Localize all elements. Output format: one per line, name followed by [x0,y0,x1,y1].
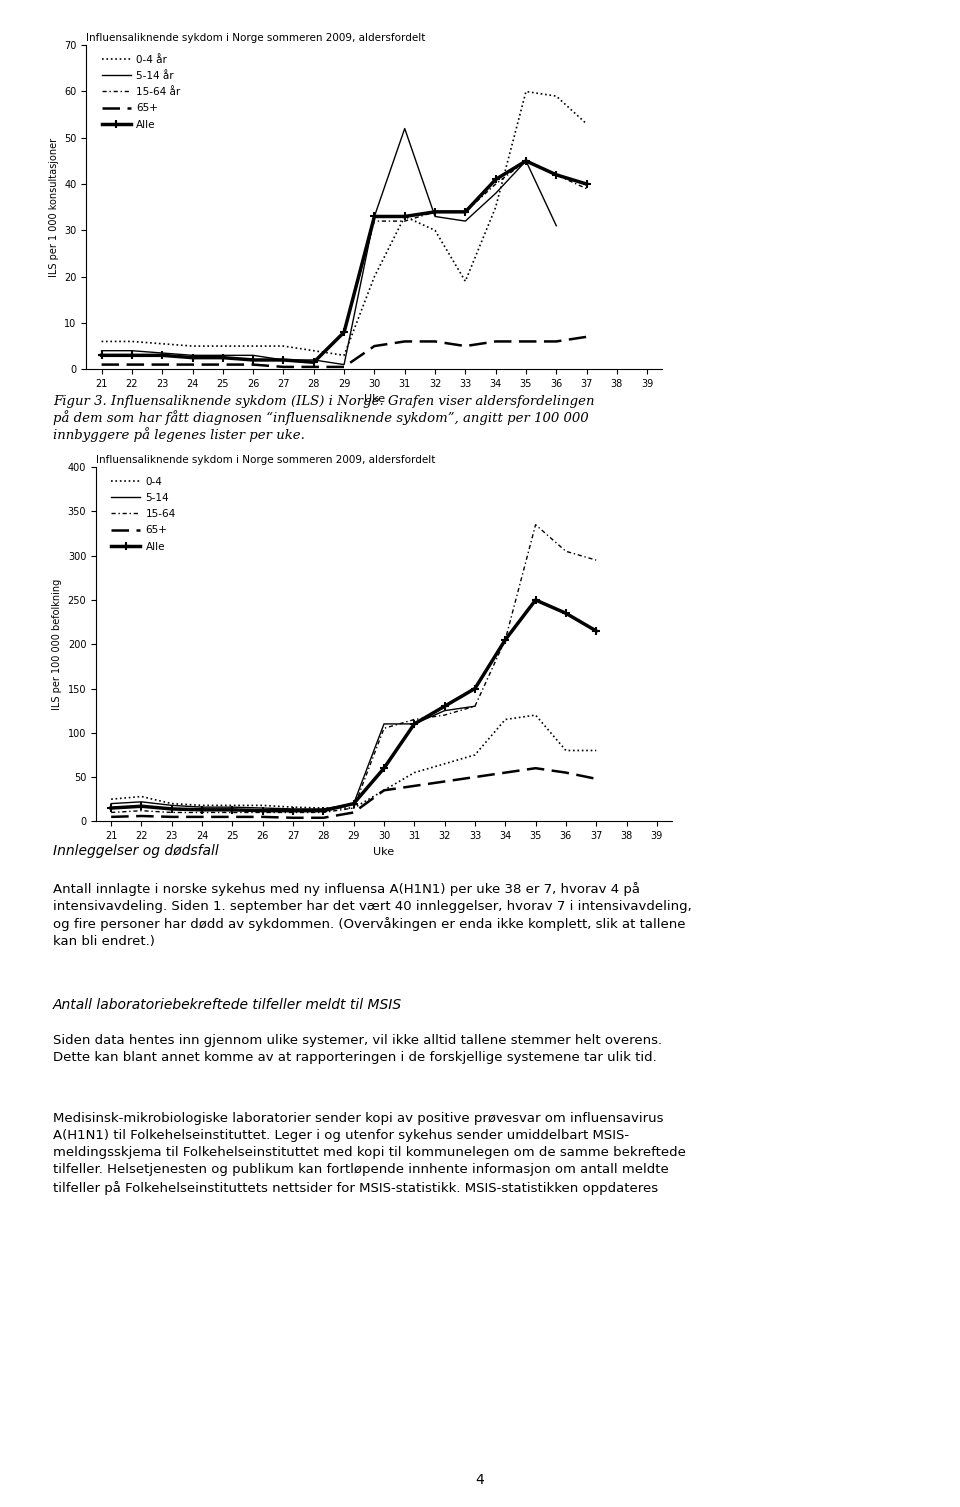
Y-axis label: ILS per 100 000 befolkning: ILS per 100 000 befolkning [52,579,62,710]
Text: Siden data hentes inn gjennom ulike systemer, vil ikke alltid tallene stemmer he: Siden data hentes inn gjennom ulike syst… [53,1034,662,1064]
Text: Innleggelser og dødsfall: Innleggelser og dødsfall [53,844,219,857]
Text: Influensaliknende sykdom i Norge sommeren 2009, aldersfordelt: Influensaliknende sykdom i Norge sommere… [86,33,426,44]
X-axis label: Uke: Uke [373,847,395,856]
Text: 4: 4 [475,1474,485,1487]
Text: Influensaliknende sykdom i Norge sommeren 2009, aldersfordelt: Influensaliknende sykdom i Norge sommere… [96,455,436,466]
Legend: 0-4, 5-14, 15-64, 65+, Alle: 0-4, 5-14, 15-64, 65+, Alle [107,472,180,556]
Text: Figur 3. Influensaliknende sykdom (ILS) i Norge. Grafen viser aldersfordelingen
: Figur 3. Influensaliknende sykdom (ILS) … [53,395,594,443]
Text: Medisinsk-mikrobiologiske laboratorier sender kopi av positive prøvesvar om infl: Medisinsk-mikrobiologiske laboratorier s… [53,1112,685,1195]
Y-axis label: ILS per 1 000 konsultasjoner: ILS per 1 000 konsultasjoner [49,137,59,277]
Text: Antall innlagte i norske sykehus med ny influensa A(H1N1) per uke 38 er 7, hvora: Antall innlagte i norske sykehus med ny … [53,882,691,948]
Text: Antall laboratoriebekreftede tilfeller meldt til MSIS: Antall laboratoriebekreftede tilfeller m… [53,998,402,1011]
Legend: 0-4 år, 5-14 år, 15-64 år, 65+, Alle: 0-4 år, 5-14 år, 15-64 år, 65+, Alle [97,50,184,134]
X-axis label: Uke: Uke [364,395,385,404]
